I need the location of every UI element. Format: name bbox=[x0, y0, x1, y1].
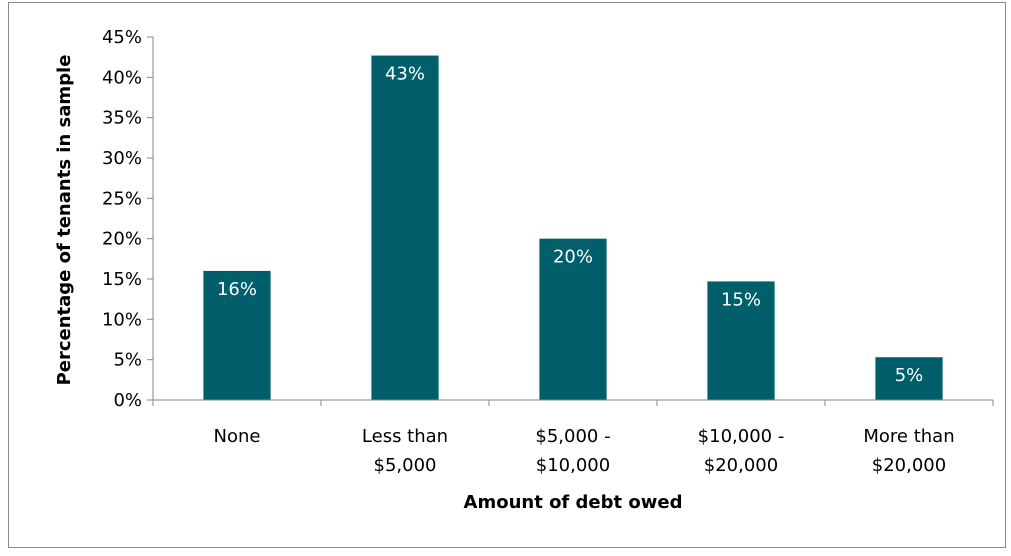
bar bbox=[707, 281, 775, 400]
bar-data-label: 43% bbox=[385, 64, 425, 85]
y-tick-label: 5% bbox=[113, 350, 142, 371]
x-axis: None Less than $5,000 $5,000 - $10,000 $10,00… bbox=[152, 399, 994, 476]
y-axis-title: Percentage of tenants in sample bbox=[54, 55, 75, 386]
bars: 16% 43% 20% 15% 5% bbox=[203, 55, 943, 400]
x-tick-label: More than bbox=[863, 426, 954, 447]
y-axis: 0% 5% 10% 15% 20% 25% 30% 35% 40% 45% bbox=[102, 27, 154, 411]
bar bbox=[203, 270, 271, 400]
bar-data-label: 20% bbox=[553, 247, 593, 268]
y-tick-label: 0% bbox=[113, 390, 142, 411]
bar-data-label: 5% bbox=[895, 365, 924, 386]
x-tick-label: $20,000 bbox=[872, 455, 946, 476]
y-tick-label: 15% bbox=[102, 269, 142, 290]
bar bbox=[539, 238, 607, 400]
y-tick-label: 45% bbox=[102, 27, 142, 48]
y-tick-label: 10% bbox=[102, 309, 142, 330]
x-tick-label: Less than bbox=[362, 426, 448, 447]
y-tick-label: 25% bbox=[102, 188, 142, 209]
bar bbox=[371, 55, 439, 400]
y-tick-label: 30% bbox=[102, 148, 142, 169]
x-tick-label: None bbox=[214, 426, 261, 447]
x-tick-label: $10,000 bbox=[536, 455, 610, 476]
x-tick-label: $20,000 bbox=[704, 455, 778, 476]
y-tick-label: 35% bbox=[102, 108, 142, 129]
x-tick-label: $5,000 - bbox=[535, 426, 610, 447]
bar bbox=[875, 357, 943, 400]
bar-data-label: 15% bbox=[721, 289, 761, 310]
x-tick-label: $10,000 - bbox=[698, 426, 785, 447]
x-axis-title: Amount of debt owed bbox=[464, 492, 683, 513]
chart-border bbox=[8, 2, 1006, 548]
y-tick-label: 20% bbox=[102, 229, 142, 250]
y-tick-label: 40% bbox=[102, 67, 142, 88]
bar-data-label: 16% bbox=[217, 279, 257, 300]
x-tick-label: $5,000 bbox=[374, 455, 437, 476]
